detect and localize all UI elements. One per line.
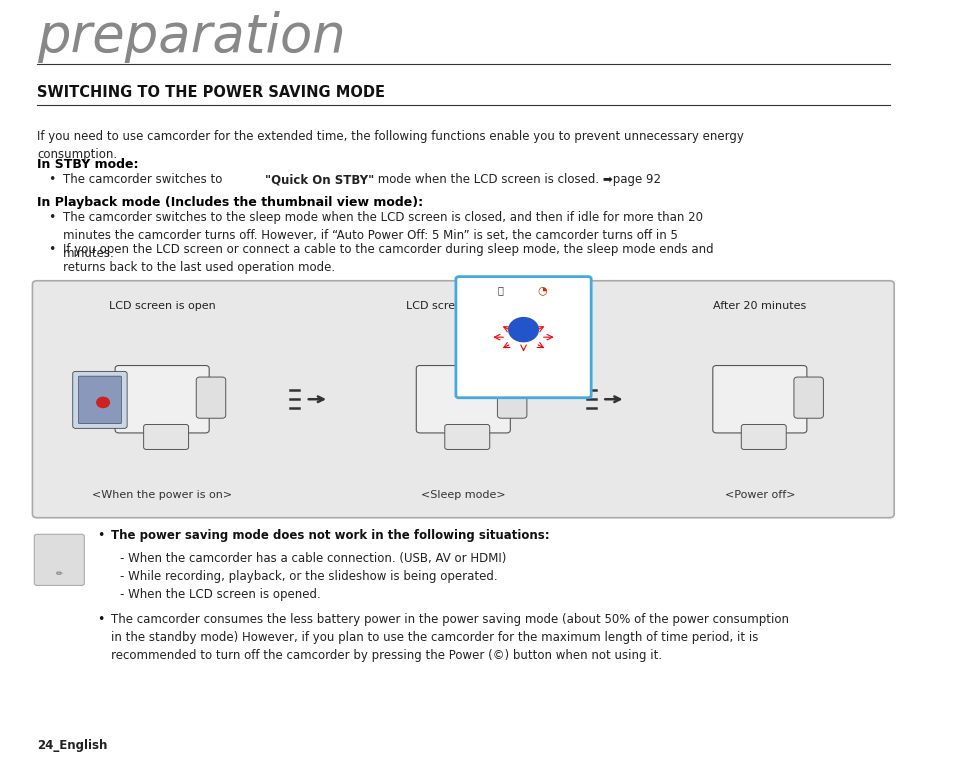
Text: <Power off>: <Power off> xyxy=(724,490,794,500)
FancyBboxPatch shape xyxy=(416,365,510,433)
FancyBboxPatch shape xyxy=(497,377,526,418)
Text: preparation: preparation xyxy=(37,11,345,63)
FancyBboxPatch shape xyxy=(78,376,121,424)
Text: - While recording, playback, or the slideshow is being operated.: - While recording, playback, or the slid… xyxy=(120,570,497,583)
Text: - When the camcorder has a cable connection. (USB, AV or HDMI): - When the camcorder has a cable connect… xyxy=(120,552,506,565)
Text: The camcorder consumes the less battery power in the power saving mode (about 50: The camcorder consumes the less battery … xyxy=(112,614,788,663)
Circle shape xyxy=(96,398,110,408)
Text: <Sleep mode>: <Sleep mode> xyxy=(420,490,505,500)
FancyBboxPatch shape xyxy=(72,372,127,428)
Text: The camcorder switches to: The camcorder switches to xyxy=(63,173,226,186)
Text: LCD screen is open: LCD screen is open xyxy=(109,301,215,311)
FancyBboxPatch shape xyxy=(793,377,822,418)
Text: The power saving mode does not work in the following situations:: The power saving mode does not work in t… xyxy=(112,529,549,542)
FancyBboxPatch shape xyxy=(740,424,785,450)
FancyBboxPatch shape xyxy=(144,424,189,450)
Text: •: • xyxy=(97,529,105,542)
Text: In STBY mode:: In STBY mode: xyxy=(37,158,138,171)
FancyBboxPatch shape xyxy=(712,365,806,433)
Text: If you open the LCD screen or connect a cable to the camcorder during sleep mode: If you open the LCD screen or connect a … xyxy=(63,243,713,274)
FancyBboxPatch shape xyxy=(456,277,591,398)
Text: <When the power is on>: <When the power is on> xyxy=(92,490,232,500)
FancyBboxPatch shape xyxy=(196,377,226,418)
Text: If you need to use camcorder for the extended time, the following functions enab: If you need to use camcorder for the ext… xyxy=(37,130,743,162)
FancyBboxPatch shape xyxy=(115,365,209,433)
Text: After 20 minutes: After 20 minutes xyxy=(713,301,805,311)
Text: •: • xyxy=(49,211,55,224)
FancyBboxPatch shape xyxy=(32,281,893,518)
FancyBboxPatch shape xyxy=(444,424,489,450)
Text: The camcorder switches to the sleep mode when the LCD screen is closed, and then: The camcorder switches to the sleep mode… xyxy=(63,211,702,260)
Text: "Quick On STBY": "Quick On STBY" xyxy=(265,173,374,186)
Text: mode when the LCD screen is closed. ➡page 92: mode when the LCD screen is closed. ➡pag… xyxy=(374,173,660,186)
Circle shape xyxy=(508,318,537,342)
Text: •: • xyxy=(49,173,55,186)
FancyBboxPatch shape xyxy=(34,534,84,585)
Text: •: • xyxy=(97,614,105,627)
Text: In Playback mode (Includes the thumbnail view mode):: In Playback mode (Includes the thumbnail… xyxy=(37,196,423,208)
Text: •: • xyxy=(49,243,55,256)
Text: ✏: ✏ xyxy=(55,568,63,577)
Text: ◔: ◔ xyxy=(537,285,546,295)
Text: SWITCHING TO THE POWER SAVING MODE: SWITCHING TO THE POWER SAVING MODE xyxy=(37,85,385,100)
Text: 🔒: 🔒 xyxy=(497,285,503,295)
Text: - When the LCD screen is opened.: - When the LCD screen is opened. xyxy=(120,588,321,601)
Text: LCD screen is closed: LCD screen is closed xyxy=(406,301,520,311)
Text: 24_English: 24_English xyxy=(37,739,108,752)
